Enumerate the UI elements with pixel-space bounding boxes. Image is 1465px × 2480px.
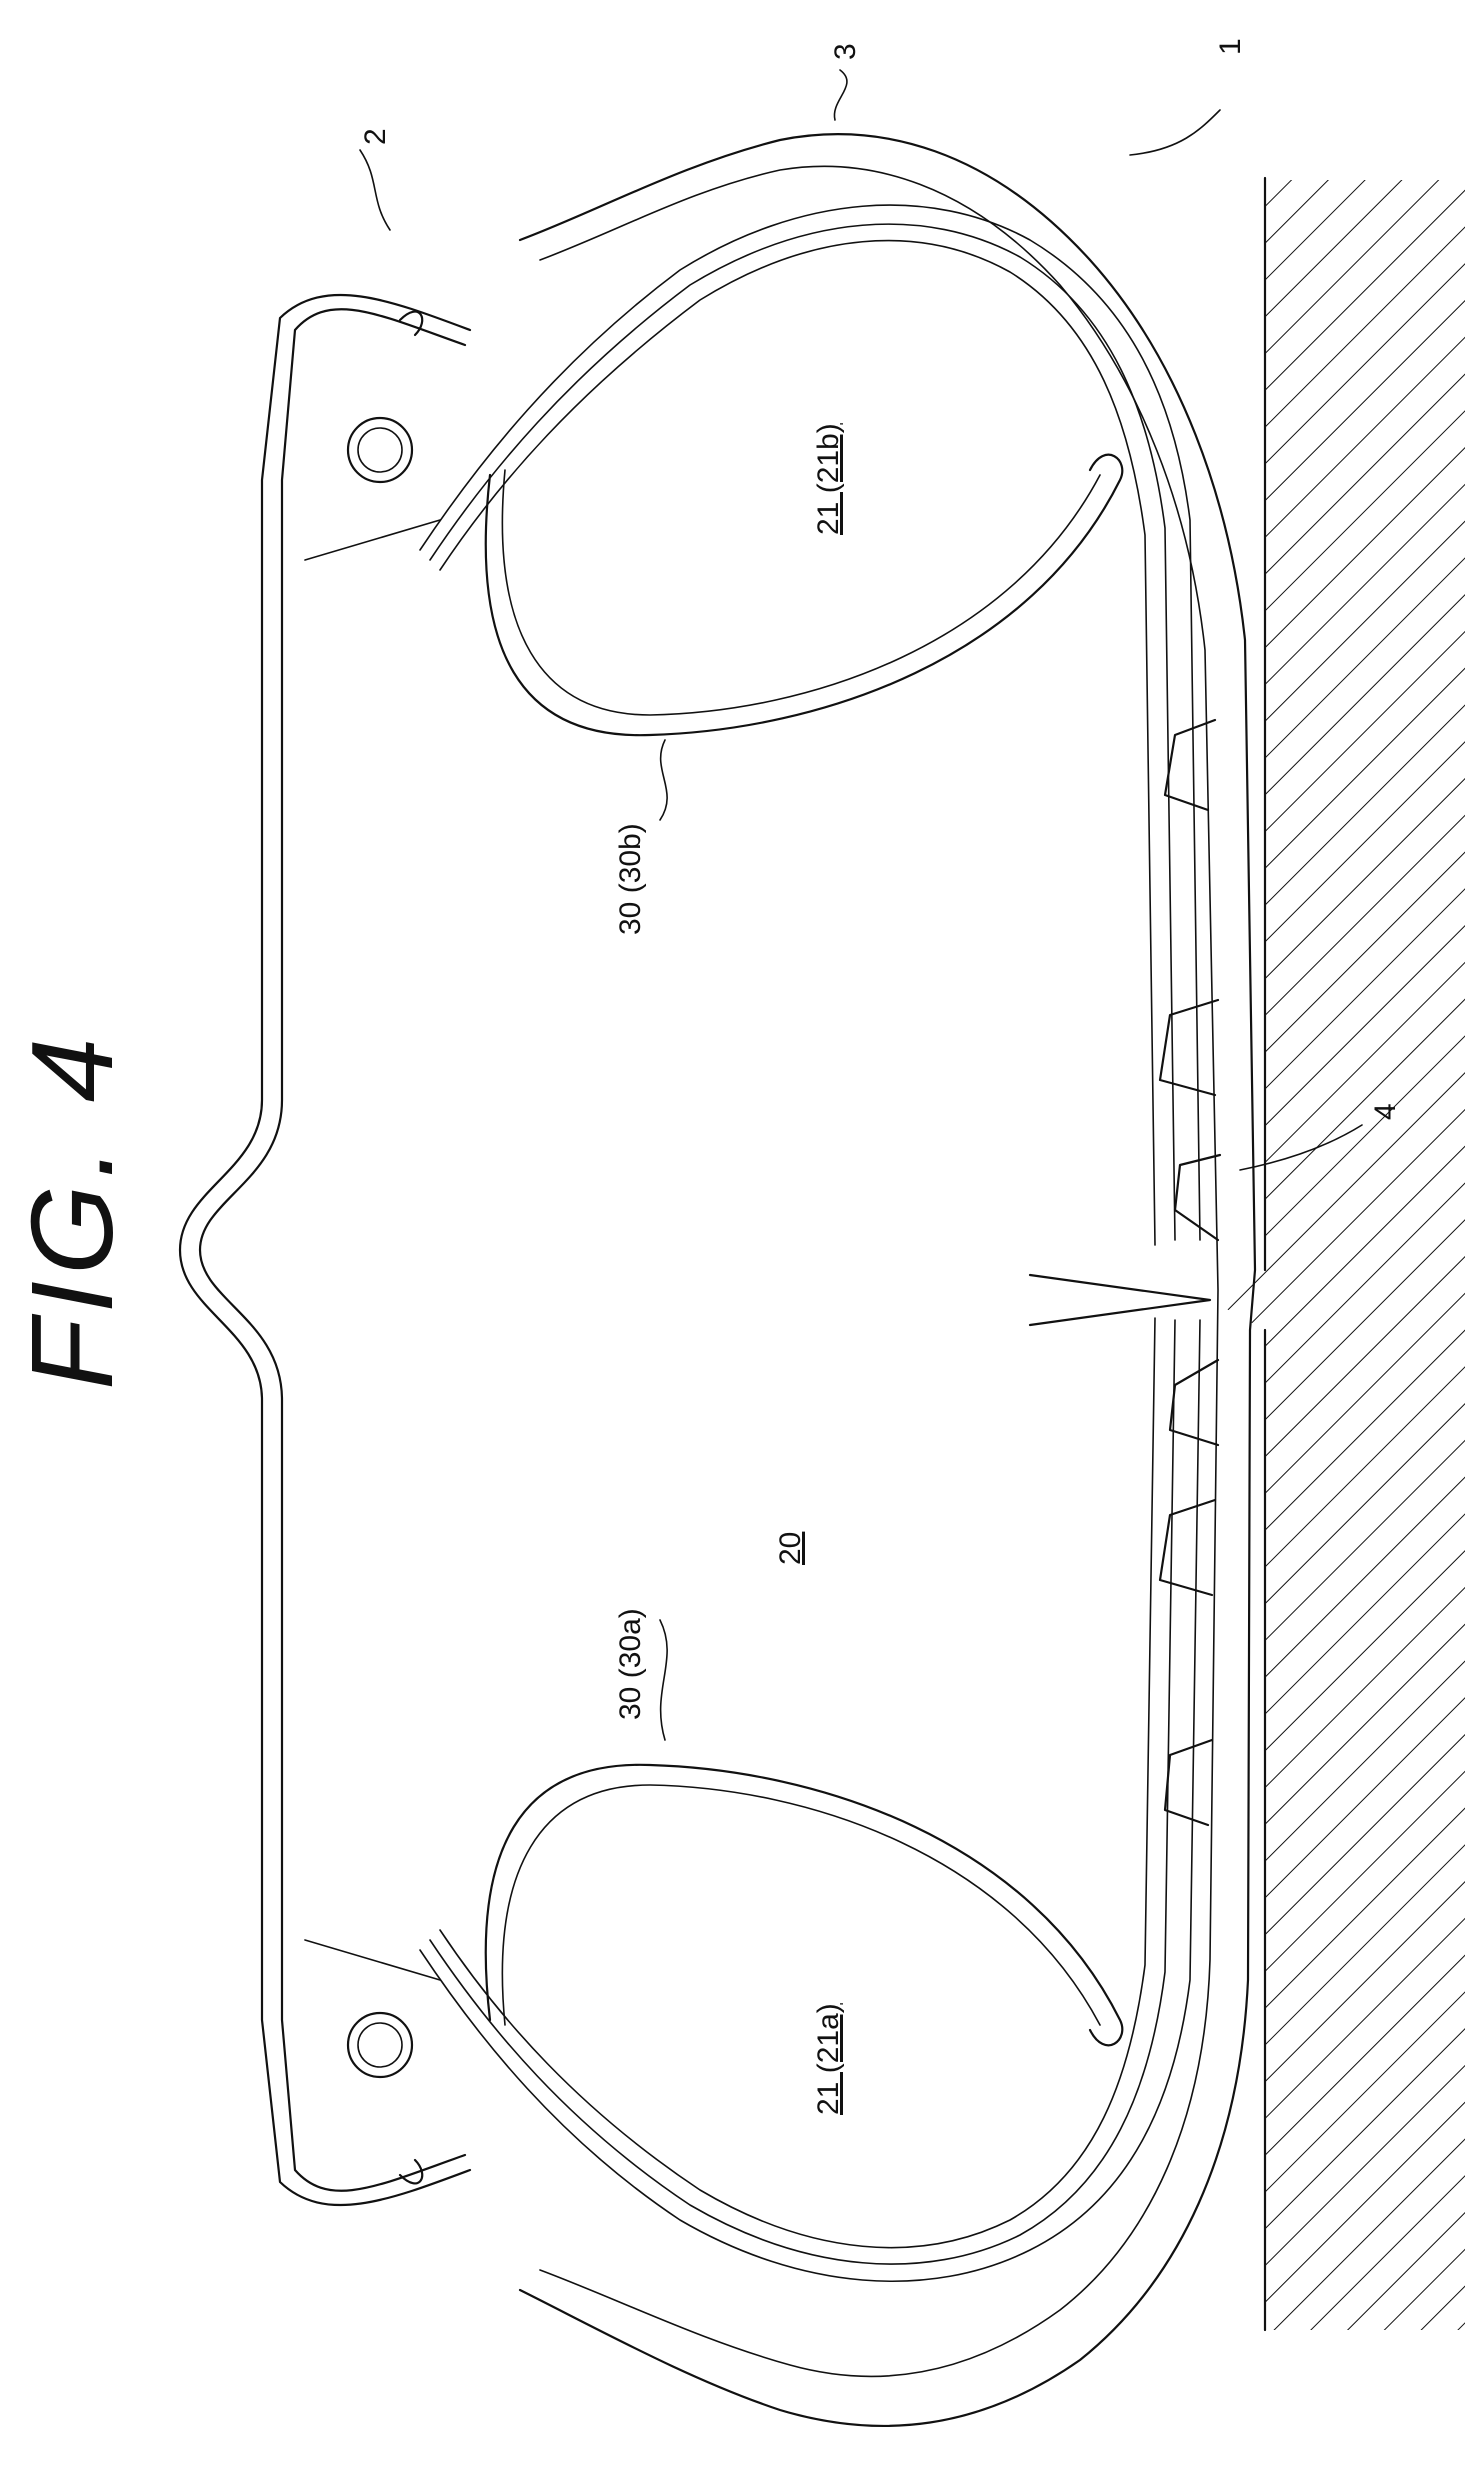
chamber-30b [486, 455, 1123, 735]
ref-30b-label: 30 (30b) [614, 823, 647, 935]
ref-2-label: 2 [359, 128, 392, 145]
tire-body [520, 134, 1255, 2426]
rim [180, 295, 470, 2205]
reference-labels: 1 2 3 4 20 21 (21b) 21 (21a) 30 (30b) 30… [359, 38, 1402, 2115]
figure-title: FIG. 4 [7, 1032, 137, 1390]
ref-21b-label: 21 (21b) [812, 423, 845, 535]
ref-21a-label: 21 (21a) [812, 2003, 845, 2115]
chamber-30a [486, 1765, 1123, 2045]
ref-20-label: 20 [774, 1532, 807, 1565]
ref-1-label: 1 [1214, 38, 1247, 55]
ref-4-label: 4 [1369, 1103, 1402, 1120]
road-surface [1210, 178, 1465, 2330]
leader-lines [360, 70, 1362, 1740]
bead-rings [348, 312, 422, 2184]
ref-30a-label: 30 (30a) [614, 1608, 647, 1720]
ref-3-label: 3 [829, 43, 862, 60]
